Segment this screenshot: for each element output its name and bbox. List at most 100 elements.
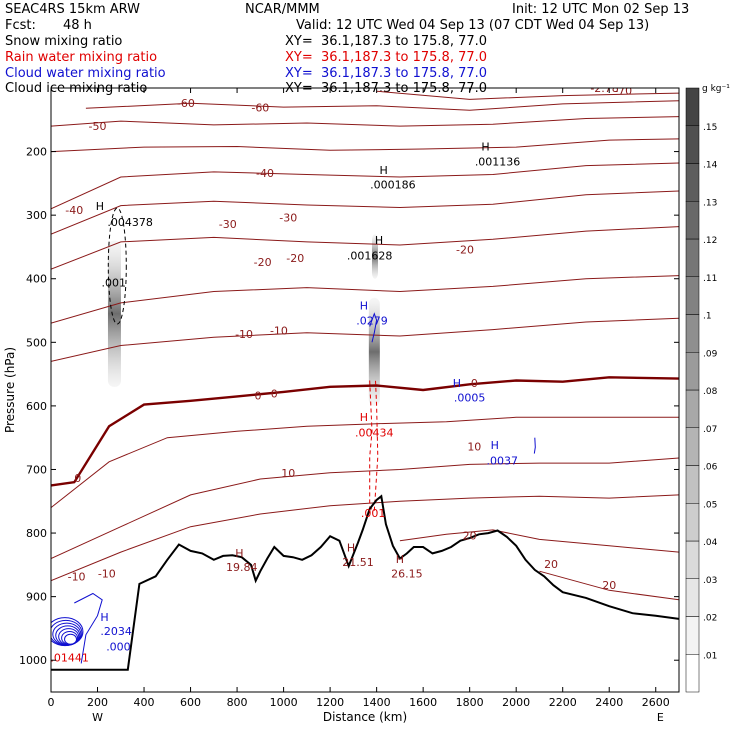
annotation-label-4: H — [96, 200, 104, 213]
temperature-label-3: -40 — [65, 204, 83, 217]
temperature-label-24: -2.78 — [590, 82, 618, 95]
y-tick-label-600: 600 — [26, 400, 47, 413]
y-tick-label-300: 300 — [26, 209, 47, 222]
colorbar-label-3: .04 — [703, 538, 718, 548]
temperature-contour-3 — [51, 138, 679, 153]
x-tick-label-0: 0 — [48, 696, 55, 709]
y-axis-label: Pressure (hPa) — [3, 347, 17, 433]
colorbar-swatch-7 — [685, 389, 700, 428]
temperature-label-21: 20 — [544, 558, 558, 571]
x-tick-label-1400: 1400 — [363, 696, 391, 709]
colorbar-swatch-5 — [685, 465, 700, 504]
temperature-label-12: 0 — [255, 390, 262, 403]
colorbar-swatch-9 — [685, 314, 700, 353]
annotation-label-24: H — [100, 611, 108, 624]
annotation-label-27: .01441 — [50, 651, 89, 664]
annotation-label-13: H — [360, 411, 368, 424]
annotation-label-9: H — [360, 299, 368, 312]
colorbar-swatch-15 — [685, 87, 700, 126]
temperature-label-23: -70 — [614, 84, 632, 97]
y-tick-label-200: 200 — [26, 146, 47, 159]
colorbar-label-11: .12 — [703, 236, 717, 246]
temperature-contour-0 — [51, 376, 679, 487]
temperature-label-19: -10 — [98, 568, 116, 581]
colorbar-label-14: .15 — [703, 123, 717, 133]
temperature-contour--70 — [376, 90, 679, 100]
annotation-label-12: .0005 — [454, 391, 486, 404]
colorbar-swatch-6 — [685, 427, 700, 466]
model-title: SEAC4RS 15km ARW — [5, 2, 141, 17]
y-tick-label-800: 800 — [26, 527, 47, 540]
annotation-label-26: .000 — [106, 641, 131, 654]
temperature-label-16: 10 — [281, 467, 295, 480]
temperature-label-8: -20 — [286, 252, 304, 265]
y-tick-label-400: 400 — [26, 273, 47, 286]
x-tick-label-1000: 1000 — [270, 696, 298, 709]
temperature-contour--10 — [51, 275, 679, 324]
terrain-line — [51, 494, 679, 671]
plot-frame — [50, 87, 680, 693]
x-tick-label-200: 200 — [87, 696, 108, 709]
annotation-label-3: .000186 — [370, 178, 416, 191]
colorbar-label-0: .01 — [703, 651, 717, 661]
temperature-contour-14 — [539, 570, 679, 601]
annotation-label-10: .0279 — [356, 315, 388, 328]
temperature-label-7: -20 — [254, 256, 272, 269]
annotation-label-25: .2034 — [100, 625, 132, 638]
temperature-label-17: 10 — [467, 440, 481, 453]
annotation-label-6: H — [375, 234, 383, 247]
temperature-label-13: 0 — [271, 388, 278, 401]
colorbar-swatch-3 — [685, 540, 700, 579]
temperature-label-10: -10 — [235, 328, 253, 341]
annotation-label-16: .0037 — [486, 454, 518, 467]
colorbar-swatch-0 — [685, 654, 700, 693]
annotation-label-2: H — [379, 164, 387, 177]
temperature-contour-8 — [51, 317, 679, 362]
x-tick-label-400: 400 — [134, 696, 155, 709]
temperature-label-14: 0 — [471, 377, 478, 390]
temperature-contour-10 — [51, 457, 679, 559]
valid-time: Valid: 12 UTC Wed 04 Sep 13 (07 CDT Wed … — [296, 18, 650, 33]
cloud-shading-2 — [371, 234, 378, 279]
cloud-shading-1 — [368, 297, 380, 406]
field-xy-rain: XY= 36.1,187.3 to 175.8, 77.0 — [285, 50, 488, 65]
temperature-label-20: 20 — [463, 529, 477, 542]
colorbar-label-12: .13 — [703, 198, 717, 208]
temperature-contour-20 — [399, 529, 679, 553]
temperature-contour-10 — [51, 416, 679, 508]
annotation-label-8: .001 — [102, 276, 127, 289]
y-tick-label-900: 900 — [26, 591, 47, 604]
temperature-label-22: 20 — [602, 579, 616, 592]
annotation-label-0: H — [481, 140, 489, 153]
colorbar-label-1: .02 — [703, 614, 717, 624]
colorbar-label-13: .14 — [703, 161, 718, 171]
temperature-label-0: -60 — [177, 97, 195, 110]
temperature-contour--40 — [51, 162, 679, 210]
x-tick-label-1800: 1800 — [456, 696, 484, 709]
annotation-label-21: 21.51 — [342, 556, 374, 569]
temperature-label-4: -40 — [256, 167, 274, 180]
cloud-water-contour-east — [533, 437, 536, 454]
annotation-label-23: 26.15 — [391, 568, 423, 581]
colorbar-label-4: .05 — [703, 500, 717, 510]
temperature-label-15: 0 — [74, 472, 81, 485]
temperature-contour-12 — [51, 494, 679, 582]
x-end-label-east: E — [657, 711, 664, 724]
temperature-contour--60 — [85, 100, 679, 111]
temperature-label-9: -20 — [456, 243, 474, 256]
cloud-water-contour-west — [74, 592, 103, 664]
x-tick-label-1600: 1600 — [409, 696, 437, 709]
colorbar-label-2: .03 — [703, 576, 717, 586]
field-name-snow: Snow mixing ratio — [5, 34, 123, 49]
colorbar-label-7: .08 — [703, 387, 718, 397]
temperature-label-5: -30 — [219, 218, 237, 231]
colorbar-swatch-14 — [685, 125, 700, 164]
y-tick-label-700: 700 — [26, 463, 47, 476]
x-tick-label-2600: 2600 — [642, 696, 670, 709]
annotation-label-19: 19.84 — [226, 561, 258, 574]
field-name-cloud-water: Cloud water mixing ratio — [5, 66, 166, 81]
colorbar-label-10: .11 — [703, 274, 717, 284]
x-tick-label-800: 800 — [227, 696, 248, 709]
x-tick-label-2400: 2400 — [595, 696, 623, 709]
